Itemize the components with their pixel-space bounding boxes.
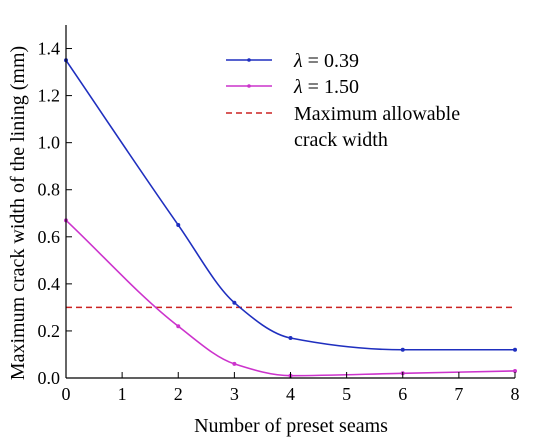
series-1-point bbox=[513, 347, 517, 352]
y-tick-label: 0.8 bbox=[38, 180, 61, 200]
y-tick-label: 1.0 bbox=[38, 133, 61, 153]
series-2-point bbox=[232, 361, 237, 366]
x-tick-label: 5 bbox=[342, 384, 351, 404]
series-1-point bbox=[176, 223, 181, 228]
y-tick-label: 0.2 bbox=[38, 321, 61, 341]
series-1-point bbox=[232, 300, 237, 305]
series-2-line bbox=[65, 219, 516, 377]
legend-value-series-1: = 0.39 bbox=[303, 50, 359, 72]
series-2-point bbox=[513, 368, 517, 373]
legend-marker-series-1 bbox=[247, 58, 251, 62]
y-tick-label: 0.4 bbox=[38, 274, 61, 294]
legend-marker-series-2 bbox=[247, 84, 251, 88]
legend-label-series-1: λ = 0.39 bbox=[293, 50, 359, 72]
x-tick-label: 0 bbox=[62, 384, 71, 404]
axes: 0 1 2 3 4 5 6 7 8 0.0 0.2 0.4 0.6 0.8 1.0 1.2 1.4 bbox=[38, 25, 520, 404]
series-1-point bbox=[288, 335, 293, 340]
x-axis-label: Number of preset seams bbox=[194, 415, 388, 437]
plot-area bbox=[64, 58, 517, 378]
x-tick-label: 1 bbox=[118, 384, 127, 404]
legend-label-reference-line-1: Maximum allowable bbox=[294, 103, 460, 125]
x-tick-label: 7 bbox=[454, 384, 463, 404]
legend-symbol-series-2: λ bbox=[293, 76, 303, 98]
series-2-point bbox=[176, 324, 181, 329]
y-tick-label: 1.2 bbox=[38, 86, 61, 106]
legend-label-series-2: λ = 1.50 bbox=[293, 76, 359, 98]
y-tick-label: 0.0 bbox=[38, 368, 61, 388]
series-1-point bbox=[400, 347, 405, 352]
x-tick-label: 2 bbox=[174, 384, 183, 404]
y-axis-label: Maximum crack width of the lining (mm) bbox=[7, 46, 29, 380]
x-tick-label: 6 bbox=[398, 384, 407, 404]
y-tick-label: 1.4 bbox=[38, 39, 61, 59]
series-1-line bbox=[65, 59, 515, 351]
legend-value-series-2: = 1.50 bbox=[303, 76, 359, 98]
legend-label-reference-line-2: crack width bbox=[294, 129, 388, 151]
legend: λ = 0.39 λ = 1.50 Maximum allowable crac… bbox=[226, 50, 460, 151]
x-tick-label: 4 bbox=[286, 384, 295, 404]
x-tick-label: 8 bbox=[511, 384, 520, 404]
y-tick-label: 0.6 bbox=[38, 227, 61, 247]
x-tick-label: 3 bbox=[230, 384, 239, 404]
legend-symbol-series-1: λ bbox=[293, 50, 303, 72]
